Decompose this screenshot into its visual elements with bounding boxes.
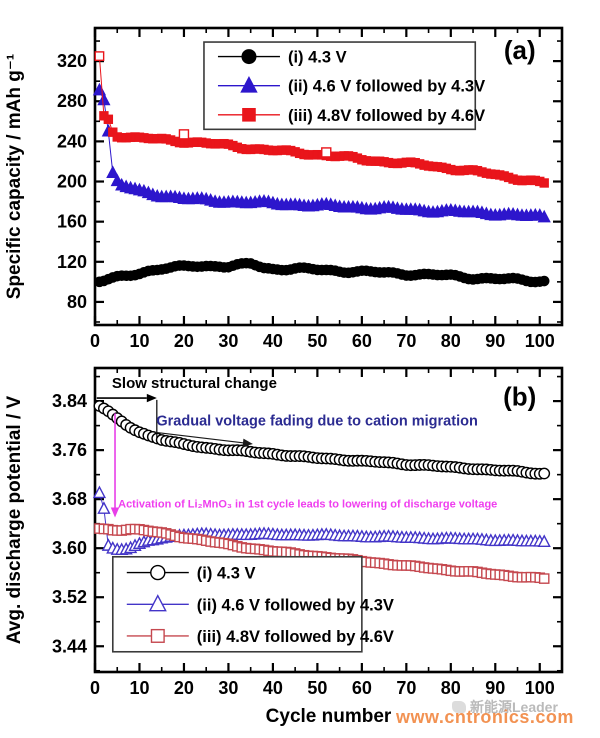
panel-a: 0 10 20 30 40 50 60 70 80 90 100 80 120 160 200 240 280 3… — [4, 26, 564, 351]
svg-text:20: 20 — [174, 678, 194, 698]
svg-text:20: 20 — [174, 331, 194, 351]
svg-text:3.68: 3.68 — [52, 489, 87, 509]
svg-text:Activation of Li₂MnO₃ in 1st c: Activation of Li₂MnO₃ in 1st cycle leads… — [118, 499, 497, 511]
svg-text:40: 40 — [263, 331, 283, 351]
svg-text:3.76: 3.76 — [52, 440, 87, 460]
panel-a-label: (a) — [504, 35, 536, 65]
svg-text:(i) 4.3 V: (i) 4.3 V — [197, 565, 256, 583]
svg-text:3.84: 3.84 — [52, 391, 87, 411]
panel-b-series-0 — [93, 400, 551, 480]
panel-a-ylabel: Specific capacity / mAh g⁻¹ — [4, 54, 25, 300]
svg-text:80: 80 — [441, 331, 461, 351]
svg-text:(iii) 4.8V followed by 4.6V: (iii) 4.8V followed by 4.6V — [288, 107, 485, 125]
svg-text:3.52: 3.52 — [52, 587, 87, 607]
svg-text:60: 60 — [352, 331, 372, 351]
svg-text:70: 70 — [396, 678, 416, 698]
svg-text:(i) 4.3 V: (i) 4.3 V — [288, 49, 347, 67]
panel-b: 0 10 20 30 40 50 60 70 80 90 100 3.44 3.52 3.60 3.68 3.… — [4, 366, 564, 727]
svg-text:3.44: 3.44 — [52, 636, 87, 656]
panel-b-xlabel: Cycle number — [266, 706, 392, 727]
svg-text:70: 70 — [396, 331, 416, 351]
panel-a-series-1 — [92, 82, 551, 223]
svg-text:10: 10 — [129, 678, 149, 698]
svg-text:0: 0 — [90, 678, 100, 698]
svg-text:3.60: 3.60 — [52, 538, 87, 558]
svg-text:10: 10 — [129, 331, 149, 351]
svg-text:40: 40 — [263, 678, 283, 698]
svg-text:Gradual voltage fading due to: Gradual voltage fading due to cation mig… — [156, 414, 477, 430]
svg-text:80: 80 — [67, 292, 87, 312]
svg-text:100: 100 — [525, 678, 555, 698]
svg-text:(ii) 4.6 V followed by 4.3V: (ii) 4.6 V followed by 4.3V — [288, 78, 485, 96]
panel-b-label: (b) — [503, 381, 536, 411]
svg-text:50: 50 — [307, 331, 327, 351]
svg-text:0: 0 — [90, 331, 100, 351]
svg-text:160: 160 — [57, 212, 87, 232]
panel-a-series-0 — [94, 257, 550, 288]
panel-b-ylabel: Avg. discharge potential / V — [4, 395, 25, 644]
svg-text:90: 90 — [485, 331, 505, 351]
svg-text:(ii) 4.6 V followed by 4.3V: (ii) 4.6 V followed by 4.3V — [197, 596, 394, 614]
svg-text:120: 120 — [57, 252, 87, 272]
svg-text:80: 80 — [441, 678, 461, 698]
svg-text:240: 240 — [57, 131, 87, 151]
panel-a-legend: (i) 4.3 V (ii) 4.6 V followed by 4.3V (iii… — [203, 41, 485, 131]
svg-text:30: 30 — [218, 331, 238, 351]
svg-text:280: 280 — [57, 91, 87, 111]
svg-text:Slow structural change: Slow structural change — [112, 375, 277, 392]
svg-text:200: 200 — [57, 172, 87, 192]
svg-text:320: 320 — [57, 51, 87, 71]
svg-text:(iii) 4.8V followed by 4.6V: (iii) 4.8V followed by 4.6V — [197, 628, 394, 646]
svg-text:50: 50 — [307, 678, 327, 698]
panel-b-legend: (i) 4.3 V (ii) 4.6 V followed by 4.3V (iii… — [111, 555, 394, 653]
svg-text:60: 60 — [352, 678, 372, 698]
svg-text:100: 100 — [525, 331, 555, 351]
svg-text:30: 30 — [218, 678, 238, 698]
panel-a-series-2 — [94, 51, 549, 188]
svg-text:90: 90 — [485, 678, 505, 698]
